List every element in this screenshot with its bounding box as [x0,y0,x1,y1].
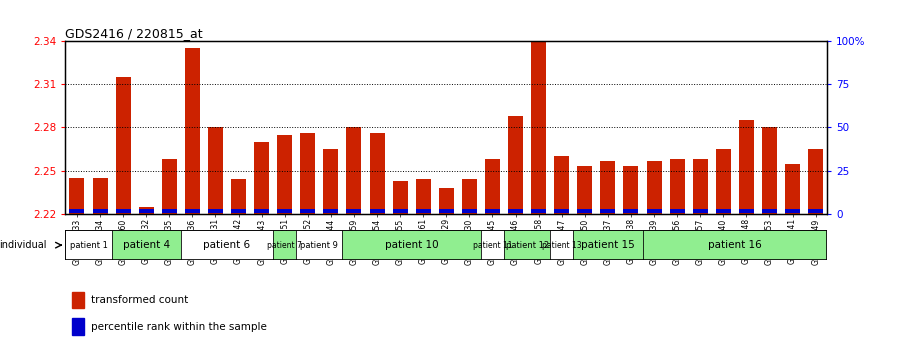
Bar [577,166,593,214]
Bar [601,209,615,213]
Bar [439,209,454,213]
Bar [670,209,684,213]
Bar [393,209,407,213]
Bar [485,159,500,214]
Bar [65,230,112,260]
Bar [181,230,274,260]
Bar [508,209,523,213]
Bar [739,209,754,213]
Bar [646,161,662,214]
Text: percentile rank within the sample: percentile rank within the sample [91,321,267,332]
Bar [785,209,800,213]
Bar [115,77,131,214]
Bar [72,318,84,335]
Bar [762,209,777,213]
Bar [554,209,569,213]
Bar [504,230,550,260]
Bar [670,159,684,214]
Bar [508,116,523,214]
Bar [346,209,362,213]
Bar [370,209,385,213]
Bar [785,164,800,214]
Bar [739,120,754,214]
Bar [693,159,708,214]
Bar [715,209,731,213]
Bar [93,178,107,214]
Bar [300,133,315,214]
Bar [462,179,477,214]
Text: patient 4: patient 4 [123,240,170,250]
Bar [139,207,154,214]
Text: patient 11: patient 11 [473,241,513,250]
Bar [393,181,407,214]
Bar [415,209,431,213]
Bar [554,156,569,214]
Text: patient 13: patient 13 [542,241,582,250]
Text: GDS2416 / 220815_at: GDS2416 / 220815_at [65,27,203,40]
Bar [624,209,638,213]
Bar [624,166,638,214]
Bar [231,179,246,214]
Text: transformed count: transformed count [91,295,188,305]
Bar [439,188,454,214]
Bar [343,230,481,260]
Text: patient 12: patient 12 [505,241,549,250]
Bar [693,209,708,213]
Bar [72,292,84,308]
Text: patient 10: patient 10 [385,240,438,250]
Bar [324,149,338,214]
Bar [277,135,292,214]
Bar [601,161,615,214]
Bar [550,230,574,260]
Bar [185,48,200,214]
Bar [115,209,131,213]
Bar [162,159,177,214]
Bar [808,209,824,213]
Bar [415,179,431,214]
Bar [231,209,246,213]
Bar [274,230,296,260]
Bar [370,133,385,214]
Bar [643,230,827,260]
Bar [574,230,643,260]
Bar [715,149,731,214]
Bar [300,209,315,213]
Bar [277,209,292,213]
Bar [346,127,362,214]
Bar [69,209,85,213]
Text: patient 1: patient 1 [70,241,107,250]
Bar [296,230,343,260]
Bar [112,230,181,260]
Bar [762,127,777,214]
Bar [208,209,223,213]
Bar [485,209,500,213]
Bar [577,209,593,213]
Text: patient 16: patient 16 [708,240,762,250]
Bar [208,127,223,214]
Bar [93,209,107,213]
Bar [324,209,338,213]
Bar [808,149,824,214]
Bar [185,209,200,213]
Bar [139,209,154,213]
Bar [162,209,177,213]
Bar [481,230,504,260]
Text: patient 9: patient 9 [300,241,338,250]
Text: patient 15: patient 15 [581,240,634,250]
Bar [255,142,269,214]
Text: patient 7: patient 7 [267,241,302,250]
Bar [462,209,477,213]
Bar [531,41,546,214]
Bar [646,209,662,213]
Bar [531,209,546,213]
Text: patient 6: patient 6 [204,240,251,250]
Bar [255,209,269,213]
Text: individual: individual [0,240,47,250]
Bar [69,178,85,214]
